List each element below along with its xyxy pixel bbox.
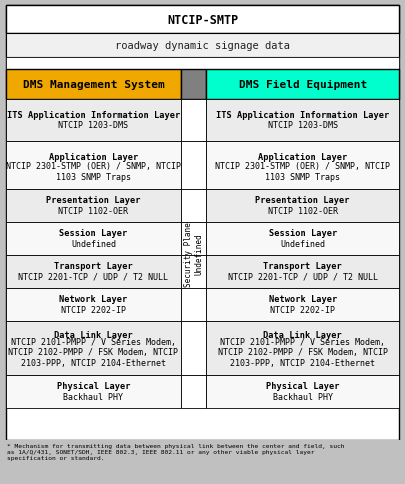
Text: Undefined: Undefined — [280, 240, 325, 248]
Text: NTCIP 2301-STMP (OER) / SNMP, NTCIP
1103 SNMP Traps: NTCIP 2301-STMP (OER) / SNMP, NTCIP 1103… — [6, 162, 181, 182]
Text: Network Layer: Network Layer — [269, 294, 337, 303]
Bar — [181, 223, 207, 256]
Text: Transport Layer: Transport Layer — [263, 261, 342, 271]
Text: NTCIP 2101-PMPP / V Series Modem,
NTCIP 2102-PMPP / FSK Modem, NTCIP
2103-PPP, N: NTCIP 2101-PMPP / V Series Modem, NTCIP … — [9, 337, 179, 367]
Bar — [181, 190, 207, 223]
Bar — [181, 142, 207, 190]
Bar — [207, 256, 399, 288]
Text: NTCIP-SMTP: NTCIP-SMTP — [167, 14, 238, 27]
Bar — [181, 100, 207, 142]
Bar — [181, 288, 207, 321]
Bar — [6, 6, 399, 34]
Text: NTCIP 2201-TCP / UDP / T2 NULL: NTCIP 2201-TCP / UDP / T2 NULL — [228, 272, 378, 281]
Text: Presentation Layer: Presentation Layer — [256, 196, 350, 205]
Text: Security Plane
Undefined: Security Plane Undefined — [184, 222, 203, 286]
Bar — [6, 58, 399, 70]
Bar — [6, 6, 399, 440]
Bar — [207, 100, 399, 142]
Text: Session Layer: Session Layer — [269, 228, 337, 238]
Bar — [181, 256, 207, 288]
Bar — [207, 190, 399, 223]
Bar — [6, 256, 181, 288]
Bar — [207, 288, 399, 321]
Bar — [207, 375, 399, 408]
Bar — [6, 375, 181, 408]
Bar — [207, 142, 399, 190]
Text: Undefined: Undefined — [71, 240, 116, 248]
Text: NTCIP 2202-IP: NTCIP 2202-IP — [61, 305, 126, 314]
Bar — [6, 34, 399, 58]
Text: ITS Application Information Layer: ITS Application Information Layer — [7, 110, 180, 119]
Bar — [6, 190, 181, 223]
Bar — [181, 321, 207, 375]
Text: Backhaul PHY: Backhaul PHY — [64, 392, 124, 401]
Text: Physical Layer: Physical Layer — [266, 381, 339, 390]
Bar — [6, 100, 181, 142]
Text: roadway dynamic signage data: roadway dynamic signage data — [115, 41, 290, 51]
Bar — [6, 321, 181, 375]
Bar — [207, 223, 399, 256]
Text: NTCIP 1102-OER: NTCIP 1102-OER — [268, 207, 338, 215]
Bar — [6, 70, 181, 100]
Text: NTCIP 2202-IP: NTCIP 2202-IP — [270, 305, 335, 314]
Bar — [6, 288, 181, 321]
Text: NTCIP 2301-STMP (OER) / SNMP, NTCIP
1103 SNMP Traps: NTCIP 2301-STMP (OER) / SNMP, NTCIP 1103… — [215, 162, 390, 182]
Text: Network Layer: Network Layer — [59, 294, 128, 303]
Bar — [207, 321, 399, 375]
Text: NTCIP 1203-DMS: NTCIP 1203-DMS — [58, 121, 128, 130]
Bar — [0, 440, 405, 484]
Bar — [181, 70, 207, 100]
Text: Physical Layer: Physical Layer — [57, 381, 130, 390]
Bar — [6, 223, 181, 256]
Text: NTCIP 1102-OER: NTCIP 1102-OER — [58, 207, 128, 215]
Text: Transport Layer: Transport Layer — [54, 261, 133, 271]
Bar — [207, 70, 399, 100]
Text: NTCIP 2201-TCP / UDP / T2 NULL: NTCIP 2201-TCP / UDP / T2 NULL — [19, 272, 168, 281]
Bar — [6, 142, 181, 190]
Text: NTCIP 2101-PMPP / V Series Modem,
NTCIP 2102-PMPP / FSK Modem, NTCIP
2103-PPP, N: NTCIP 2101-PMPP / V Series Modem, NTCIP … — [218, 337, 388, 367]
Text: Session Layer: Session Layer — [59, 228, 128, 238]
Text: Data Link Layer: Data Link Layer — [54, 331, 133, 340]
Text: DMS Field Equipment: DMS Field Equipment — [239, 80, 367, 90]
Text: ITS Application Information Layer: ITS Application Information Layer — [216, 110, 389, 119]
Text: Application Layer: Application Layer — [49, 152, 138, 161]
Text: Backhaul PHY: Backhaul PHY — [273, 392, 333, 401]
Text: Data Link Layer: Data Link Layer — [263, 331, 342, 340]
Text: Presentation Layer: Presentation Layer — [46, 196, 141, 205]
Text: DMS Management System: DMS Management System — [23, 80, 164, 90]
Bar — [181, 375, 207, 408]
Text: * Mechanism for transmitting data between physical link between the center and f: * Mechanism for transmitting data betwee… — [7, 443, 345, 460]
Text: NTCIP 1203-DMS: NTCIP 1203-DMS — [268, 121, 338, 130]
Text: Application Layer: Application Layer — [258, 152, 347, 161]
